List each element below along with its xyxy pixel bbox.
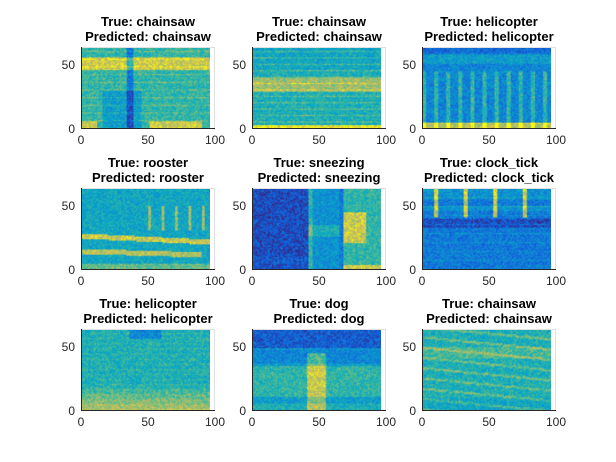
subplot-title-predicted: Predicted: rooster xyxy=(92,170,204,185)
subplot: True: chainsaw Predicted: chainsaw 0 50 … xyxy=(403,296,566,429)
subplot-title-true: True: chainsaw xyxy=(101,14,195,29)
x-tick-label: 100 xyxy=(204,274,226,288)
x-tick-label: 50 xyxy=(312,133,326,147)
axes-box xyxy=(81,47,215,129)
y-tick-label: 50 xyxy=(402,340,416,354)
spectrogram-image xyxy=(252,329,381,411)
axes-box xyxy=(81,329,215,411)
spectrogram-image xyxy=(81,329,210,411)
x-tick-label: 0 xyxy=(77,415,85,429)
x-tick-label: 50 xyxy=(312,274,326,288)
x-tick-label: 100 xyxy=(545,415,567,429)
subplot-title-true: True: rooster xyxy=(107,155,189,170)
x-tick-label: 100 xyxy=(204,415,226,429)
subplot-title-predicted: Predicted: dog xyxy=(273,311,365,326)
y-tick-label: 0 xyxy=(409,122,416,136)
x-tick-label: 50 xyxy=(141,415,155,429)
axes-box xyxy=(252,188,386,270)
subplot-title-predicted: Predicted: chainsaw xyxy=(426,311,552,326)
subplot: True: dog Predicted: dog 0 50 100 0 50 xyxy=(233,296,396,429)
spectrogram-image xyxy=(422,188,551,270)
x-tick-label: 100 xyxy=(204,133,226,147)
y-tick-label: 0 xyxy=(239,122,246,136)
x-tick-label: 50 xyxy=(482,133,496,147)
x-tick-label: 50 xyxy=(141,274,155,288)
x-tick-label: 0 xyxy=(418,274,426,288)
x-tick-label: 50 xyxy=(482,415,496,429)
x-tick-label: 50 xyxy=(312,415,326,429)
spectrogram-image xyxy=(81,47,210,129)
x-tick-label: 0 xyxy=(418,415,426,429)
x-tick-label: 0 xyxy=(77,274,85,288)
x-tick-label: 50 xyxy=(482,274,496,288)
axes-box xyxy=(422,188,556,270)
subplot-title-true: True: dog xyxy=(289,296,349,311)
subplot: True: chainsaw Predicted: chainsaw 0 50 … xyxy=(62,14,225,147)
x-tick-label: 0 xyxy=(248,415,256,429)
y-tick-label: 0 xyxy=(68,263,75,277)
x-tick-label: 100 xyxy=(545,133,567,147)
subplot-title-true: True: clock_tick xyxy=(439,155,539,170)
axes-box xyxy=(252,47,386,129)
y-tick-label: 50 xyxy=(232,58,246,72)
y-tick-label: 0 xyxy=(409,404,416,418)
subplot: True: chainsaw Predicted: chainsaw 0 50 … xyxy=(233,14,396,147)
subplot-title-predicted: Predicted: clock_tick xyxy=(423,170,555,185)
spectrogram-image xyxy=(422,329,551,411)
y-tick-label: 50 xyxy=(402,58,416,72)
y-tick-label: 50 xyxy=(232,199,246,213)
subplot: True: helicopter Predicted: helicopter 0… xyxy=(403,14,566,147)
y-tick-label: 50 xyxy=(61,199,75,213)
subplot: True: helicopter Predicted: helicopter 0… xyxy=(62,296,225,429)
subplot-title-predicted: Predicted: helicopter xyxy=(424,29,554,44)
y-tick-label: 0 xyxy=(68,404,75,418)
subplot-title-true: True: sneezing xyxy=(273,155,365,170)
subplot: True: rooster Predicted: rooster 0 50 10… xyxy=(62,155,225,288)
spectrogram-image xyxy=(252,47,381,129)
subplot-title-predicted: Predicted: sneezing xyxy=(257,170,381,185)
subplot-title-true: True: helicopter xyxy=(99,296,197,311)
subplot-title-predicted: Predicted: chainsaw xyxy=(256,29,382,44)
y-tick-label: 50 xyxy=(61,340,75,354)
x-tick-label: 0 xyxy=(77,133,85,147)
subplot-title-predicted: Predicted: chainsaw xyxy=(85,29,211,44)
x-tick-label: 100 xyxy=(545,274,567,288)
y-tick-label: 50 xyxy=(402,199,416,213)
subplot-title-true: True: helicopter xyxy=(440,14,538,29)
x-tick-label: 0 xyxy=(418,133,426,147)
axes-box xyxy=(422,47,556,129)
axes-box xyxy=(252,329,386,411)
y-tick-label: 0 xyxy=(239,404,246,418)
x-tick-label: 100 xyxy=(375,133,397,147)
y-tick-label: 0 xyxy=(239,263,246,277)
x-tick-label: 0 xyxy=(248,274,256,288)
x-tick-label: 100 xyxy=(375,274,397,288)
axes-box xyxy=(81,188,215,270)
x-tick-label: 50 xyxy=(141,133,155,147)
subplot: True: clock_tick Predicted: clock_tick 0… xyxy=(403,155,566,288)
x-tick-label: 100 xyxy=(375,415,397,429)
x-tick-label: 0 xyxy=(248,133,256,147)
subplot-title-true: True: chainsaw xyxy=(442,296,536,311)
y-tick-label: 50 xyxy=(232,340,246,354)
y-tick-label: 0 xyxy=(409,263,416,277)
spectrogram-image xyxy=(422,47,551,129)
y-tick-label: 0 xyxy=(68,122,75,136)
subplot: True: sneezing Predicted: sneezing 0 50 … xyxy=(233,155,396,288)
subplot-title-true: True: chainsaw xyxy=(272,14,366,29)
spectrogram-image xyxy=(252,188,381,270)
axes-box xyxy=(422,329,556,411)
spectrogram-image xyxy=(81,188,210,270)
y-tick-label: 50 xyxy=(61,58,75,72)
subplot-title-predicted: Predicted: helicopter xyxy=(83,311,213,326)
